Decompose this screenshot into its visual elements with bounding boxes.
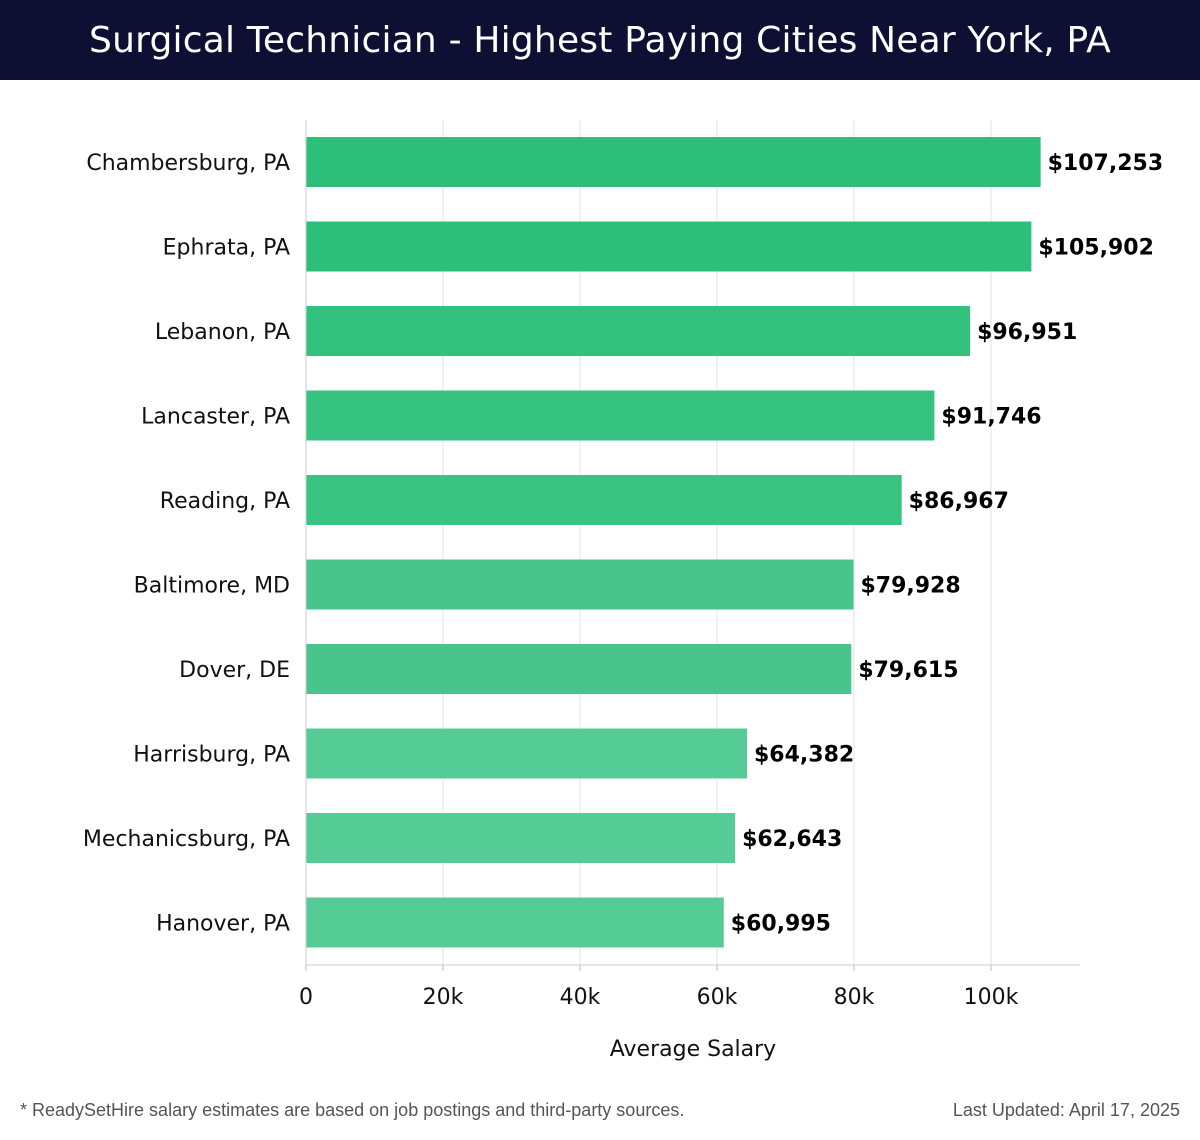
x-tick-label: 100k xyxy=(964,985,1019,1010)
category-label: Reading, PA xyxy=(160,489,290,514)
value-label: $96,951 xyxy=(977,320,1077,345)
category-label: Baltimore, MD xyxy=(134,574,290,599)
value-label: $91,746 xyxy=(941,405,1041,430)
x-tick-label: 40k xyxy=(560,985,601,1010)
title-bar: Surgical Technician - Highest Paying Cit… xyxy=(0,0,1200,80)
x-tick-label: 60k xyxy=(697,985,738,1010)
category-label: Dover, DE xyxy=(179,658,290,683)
bar xyxy=(306,559,854,610)
bar xyxy=(306,475,902,525)
category-label: Chambersburg, PA xyxy=(86,151,290,176)
bar xyxy=(306,306,971,356)
value-label: $79,615 xyxy=(858,658,958,683)
bar xyxy=(306,728,747,779)
x-tick-label: 0 xyxy=(299,985,313,1010)
category-label: Lebanon, PA xyxy=(155,320,290,345)
bar-chart: Chambersburg, PA $107,253 Ephrata, PA $105,… xyxy=(83,120,1164,1062)
category-label: Hanover, PA xyxy=(156,912,290,937)
last-updated: Last Updated: April 17, 2025 xyxy=(952,1100,1180,1120)
value-label: $107,253 xyxy=(1048,151,1164,176)
category-label: Mechanicsburg, PA xyxy=(83,827,290,852)
category-label: Harrisburg, PA xyxy=(133,743,290,768)
bar xyxy=(306,137,1041,187)
bar xyxy=(306,813,736,863)
value-label: $64,382 xyxy=(754,743,854,768)
value-label: $62,643 xyxy=(742,827,842,852)
x-tick-label: 20k xyxy=(423,985,464,1010)
value-label: $79,928 xyxy=(860,574,960,599)
value-label: $86,967 xyxy=(909,489,1009,514)
bar xyxy=(306,221,1032,272)
bar xyxy=(306,644,852,694)
footnote: * ReadySetHire salary estimates are base… xyxy=(20,1100,685,1120)
x-axis-title: Average Salary xyxy=(610,1037,776,1062)
bar xyxy=(306,897,724,948)
bar xyxy=(306,390,935,441)
value-label: $60,995 xyxy=(731,912,831,937)
chart-title: Surgical Technician - Highest Paying Cit… xyxy=(89,19,1111,61)
x-tick-label: 80k xyxy=(834,985,875,1010)
value-label: $105,902 xyxy=(1038,236,1154,261)
category-label: Lancaster, PA xyxy=(141,405,290,430)
category-label: Ephrata, PA xyxy=(163,236,290,261)
